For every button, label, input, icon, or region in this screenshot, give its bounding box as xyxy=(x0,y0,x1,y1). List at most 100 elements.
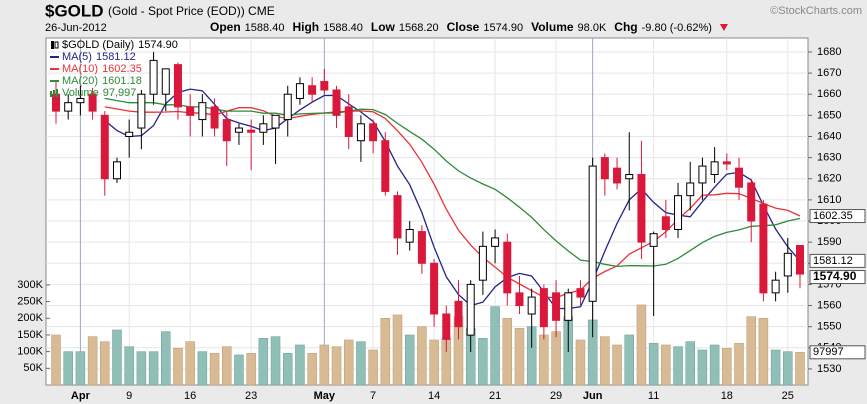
candle-body xyxy=(137,93,146,129)
candle-body xyxy=(88,93,97,112)
volume-bar xyxy=(697,349,708,386)
volume-bar xyxy=(575,339,586,386)
legend-swatch xyxy=(56,89,58,97)
volume-bar xyxy=(331,346,342,386)
volume-bar xyxy=(112,329,122,386)
volume-bar xyxy=(136,351,147,386)
candle-body xyxy=(405,228,414,243)
volume-bar xyxy=(478,338,488,386)
stat-label: High xyxy=(292,20,319,34)
volume-bar xyxy=(612,344,622,386)
legend-label: Volume xyxy=(62,87,99,99)
value-tag-box xyxy=(809,209,866,224)
candle-body xyxy=(722,161,731,165)
candle-body xyxy=(332,89,341,116)
x-tick-label: 11 xyxy=(648,390,659,402)
candle-body xyxy=(247,129,256,133)
candle-body xyxy=(698,165,707,184)
candle-body xyxy=(637,174,646,243)
candle-body xyxy=(771,279,780,294)
volume-bar xyxy=(417,326,427,386)
candle-body xyxy=(259,123,268,133)
stat-value: 98.0K xyxy=(578,22,607,34)
candle-body xyxy=(234,127,243,133)
value-tag: 1602.35 xyxy=(813,210,853,222)
candle-body xyxy=(503,241,512,294)
x-tick-label: 14 xyxy=(428,390,440,402)
legend-label: MA(5) xyxy=(62,51,92,63)
volume-bar xyxy=(356,341,366,386)
candle-body xyxy=(356,123,365,142)
candle-body xyxy=(76,97,85,104)
volume-bar xyxy=(539,334,549,386)
candle-body xyxy=(515,292,524,307)
volume-bar xyxy=(368,349,378,386)
candle-body xyxy=(649,233,658,247)
candle-body xyxy=(686,182,695,197)
volume-bar xyxy=(673,346,683,386)
x-tick-label: Apr xyxy=(71,390,91,402)
volume-bar xyxy=(636,304,647,386)
candle-body xyxy=(430,262,439,315)
volume-bar xyxy=(648,343,659,386)
value-tag-box xyxy=(809,253,866,268)
candle-body xyxy=(125,131,134,137)
volume-tick-label: 300K xyxy=(17,279,43,291)
volume-bar xyxy=(246,353,256,386)
down-arrow xyxy=(719,24,728,31)
volume-bar xyxy=(124,346,134,386)
volume-bar xyxy=(404,334,415,386)
candle-body xyxy=(735,167,744,188)
x-tick-label: May xyxy=(314,390,336,402)
x-tick-label: 21 xyxy=(489,390,501,402)
candle-body xyxy=(308,85,317,95)
volume-bar xyxy=(148,351,159,386)
volume-bar xyxy=(551,331,561,386)
x-tick-label: 25 xyxy=(782,390,794,402)
volume-bar xyxy=(270,336,281,386)
candle-body xyxy=(295,83,304,99)
credit: ©StockCharts.com xyxy=(770,5,862,17)
candle-body xyxy=(100,114,109,180)
volume-bar xyxy=(709,344,720,386)
candle-body xyxy=(564,292,573,321)
y-tick-label: 1610 xyxy=(817,194,841,206)
volume-bar xyxy=(222,346,232,386)
volume-bar xyxy=(258,338,269,386)
volume-bar xyxy=(282,353,293,386)
candle-body xyxy=(491,237,500,247)
volume-bar xyxy=(209,353,220,386)
x-tick-label: Jun xyxy=(583,390,603,402)
volume-bar xyxy=(783,351,793,386)
y-tick-label: 1620 xyxy=(817,173,841,185)
volume-tick-label: 50K xyxy=(23,362,43,374)
candle-body xyxy=(747,182,756,222)
legend-swatch xyxy=(53,90,55,97)
x-tick-label: 23 xyxy=(245,390,257,402)
volume-bar xyxy=(197,351,208,386)
volume-bar xyxy=(75,351,86,386)
y-tick-label: 1670 xyxy=(817,67,841,79)
volume-bar xyxy=(87,336,98,386)
volume-bar xyxy=(185,341,195,386)
x-tick-label: 18 xyxy=(721,390,733,402)
candle-body xyxy=(625,174,634,180)
stat-value: 1568.20 xyxy=(399,22,439,34)
value-tag: 1574.90 xyxy=(813,269,857,283)
y-tick-label: 1630 xyxy=(817,152,841,164)
candle-body xyxy=(576,288,585,298)
candle-body xyxy=(527,296,536,315)
volume-bar xyxy=(758,318,769,386)
stat-label: Chg xyxy=(614,20,637,34)
volume-bar xyxy=(295,344,305,386)
candle-body xyxy=(369,123,378,142)
candle-body xyxy=(271,114,280,129)
legend-swatch xyxy=(50,91,52,97)
candle-body xyxy=(417,231,426,264)
volume-tick-label: 250K xyxy=(17,295,43,307)
volume-bar xyxy=(795,352,805,386)
volume-bar xyxy=(722,348,732,386)
candle-body xyxy=(186,106,195,116)
volume-bar xyxy=(502,318,513,386)
candle-body xyxy=(344,106,353,137)
